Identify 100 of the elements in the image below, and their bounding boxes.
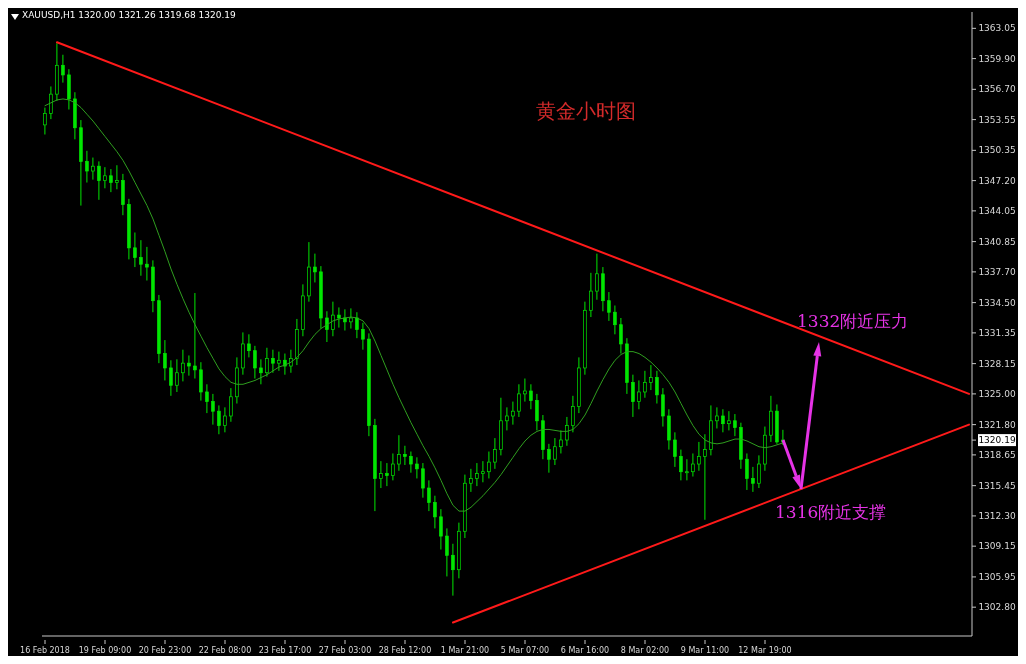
candlestick	[649, 364, 653, 391]
candlestick	[397, 434, 401, 472]
y-tick-label: 1302.80	[978, 602, 1016, 613]
candlestick	[679, 449, 683, 481]
candlestick	[439, 508, 443, 551]
y-tick-label: 1340.85	[978, 236, 1016, 247]
candlestick	[259, 358, 263, 385]
x-tick-label: 5 Mar 07:00	[500, 646, 550, 655]
candlestick	[181, 349, 185, 382]
y-tick-label: 1356.70	[978, 84, 1016, 95]
candlestick	[163, 339, 167, 381]
candlestick	[355, 311, 359, 339]
candlestick	[391, 452, 395, 481]
y-tick-label: 1312.30	[978, 510, 1016, 521]
candlestick	[175, 358, 179, 393]
candlestick	[733, 413, 737, 437]
candlestick	[721, 408, 725, 433]
candlestick	[445, 527, 449, 577]
annotation: 1316附近支撑	[775, 501, 887, 525]
candlestick	[703, 433, 707, 521]
candlestick	[493, 437, 497, 470]
candlestick	[109, 168, 113, 193]
candlestick	[97, 160, 101, 201]
candlestick	[349, 307, 353, 330]
candlestick	[271, 349, 275, 374]
candlestick	[685, 458, 689, 481]
candlestick	[547, 443, 551, 474]
candlestick	[553, 437, 557, 466]
candlestick	[91, 157, 95, 181]
y-tick-label: 1331.35	[978, 327, 1016, 338]
y-tick-label: 1350.35	[978, 145, 1016, 156]
candlestick	[343, 308, 347, 331]
candlestick	[427, 479, 431, 512]
candlestick	[361, 322, 365, 351]
candlestick	[511, 401, 515, 426]
x-tick-label: 1 Mar 21:00	[440, 646, 490, 655]
y-tick-label: 1359.90	[978, 53, 1016, 64]
candlestick	[595, 253, 599, 301]
candlestick	[43, 107, 47, 135]
candlestick	[223, 406, 227, 433]
y-tick-label: 1309.15	[978, 541, 1016, 552]
chart-subtitle: XAUUSD,H1 1320.00 1321.26 1319.68 1320.19	[22, 10, 236, 20]
candlestick	[451, 543, 455, 597]
candlestick	[313, 253, 317, 283]
candlestick	[409, 451, 413, 474]
candlestick	[559, 429, 563, 454]
candlestick	[145, 246, 149, 282]
candlestick	[253, 345, 257, 380]
candlestick	[535, 393, 539, 431]
candlestick	[613, 305, 617, 335]
candlestick	[331, 301, 335, 337]
candlestick	[139, 239, 143, 277]
annotation: 1332附近压力	[797, 310, 909, 334]
candlestick	[715, 406, 719, 429]
x-tick-label: 12 Mar 19:00	[738, 646, 792, 655]
candlestick	[379, 460, 383, 489]
candlestick	[415, 456, 419, 479]
candlestick	[673, 431, 677, 468]
candlestick	[277, 351, 281, 372]
x-tick-label: 23 Feb 17:00	[258, 646, 312, 655]
x-tick-label: 8 Mar 02:00	[620, 646, 670, 655]
x-tick-label: 20 Feb 23:00	[138, 646, 192, 655]
candlestick	[193, 292, 197, 380]
y-tick-label: 1337.70	[978, 266, 1016, 277]
candlestick	[283, 353, 287, 376]
x-tick-label: 22 Feb 08:00	[198, 646, 252, 655]
candlestick	[49, 85, 53, 120]
candlestick	[487, 451, 491, 479]
candlestick	[103, 166, 107, 189]
x-tick-label: 6 Mar 16:00	[560, 646, 610, 655]
candlestick	[475, 462, 479, 487]
y-tick-label: 1315.45	[978, 480, 1016, 491]
y-tick-label: 1305.95	[978, 571, 1016, 582]
candlestick	[517, 383, 521, 418]
candlestick	[85, 150, 89, 184]
candlestick	[529, 383, 533, 410]
candlestick	[205, 383, 209, 414]
candlestick	[643, 370, 647, 399]
candlestick	[421, 462, 425, 499]
candlestick	[199, 361, 203, 402]
y-tick-label: 1328.15	[978, 358, 1016, 369]
candlestick	[571, 395, 575, 433]
x-tick-label: 27 Feb 03:00	[318, 646, 372, 655]
y-tick-label: 1325.00	[978, 388, 1016, 399]
candlestick	[661, 387, 665, 428]
y-tick-label: 1320.19	[978, 435, 1016, 446]
candlestick	[505, 406, 509, 431]
candlestick	[757, 454, 761, 489]
y-tick-label: 1347.20	[978, 175, 1016, 186]
x-tick-label: 19 Feb 09:00	[78, 646, 132, 655]
candlestick	[619, 317, 623, 355]
candlestick	[697, 441, 701, 472]
x-tick-label: 28 Feb 12:00	[378, 646, 432, 655]
candlestick	[133, 231, 137, 268]
candlestick	[403, 445, 407, 466]
candlestick	[469, 468, 473, 493]
candlestick	[265, 347, 269, 378]
candlestick	[211, 393, 215, 426]
y-tick-label: 1353.55	[978, 114, 1016, 125]
candlestick	[727, 410, 731, 431]
